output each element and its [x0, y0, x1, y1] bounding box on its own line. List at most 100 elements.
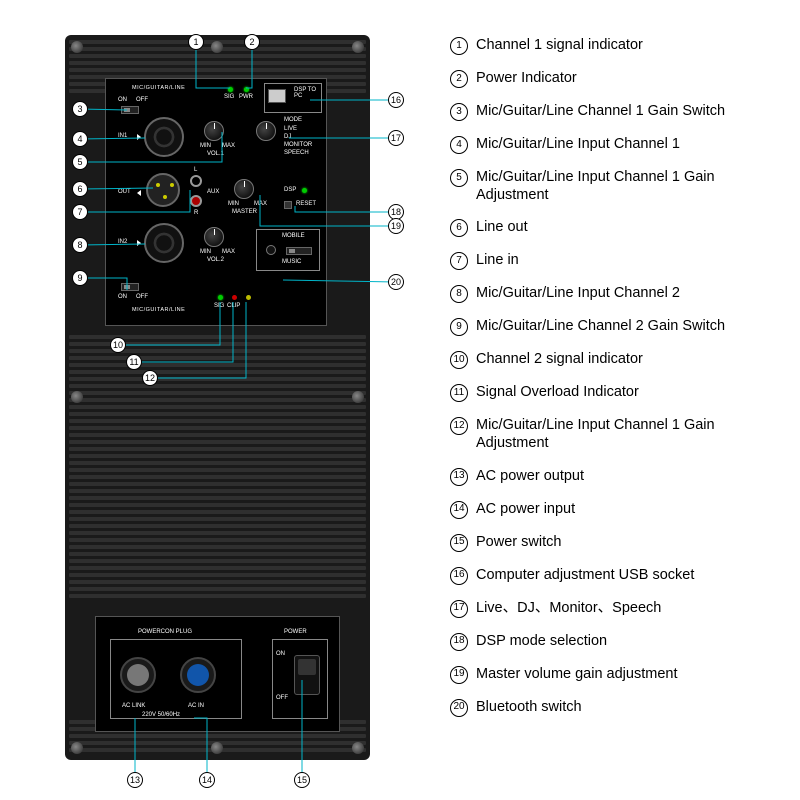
ac-link-socket[interactable]: [120, 657, 156, 693]
legend-item-16: 16Computer adjustment USB socket: [450, 566, 780, 585]
callout-17: 17: [388, 130, 404, 146]
callout-13: 13: [127, 772, 143, 788]
reset-button[interactable]: [284, 201, 292, 209]
label-mgl-top: MIC/GUITAR/LINE: [132, 85, 185, 91]
label-acin: AC IN: [188, 703, 204, 709]
callout-1: 1: [188, 34, 204, 50]
label-in1: IN1: [118, 133, 127, 139]
label-min1: MIN: [200, 143, 211, 149]
legend-item-4: 4Mic/Guitar/Line Input Channel 1: [450, 135, 780, 154]
input-jack-1[interactable]: [144, 117, 184, 157]
label-off2: OFF: [136, 294, 148, 300]
rca-r[interactable]: [190, 195, 202, 207]
callout-12: 12: [142, 370, 158, 386]
bluetooth-switch[interactable]: [286, 247, 312, 255]
label-poff: OFF: [276, 695, 288, 701]
label-mgl-bot: MIC/GUITAR/LINE: [132, 307, 185, 313]
callout-9: 9: [72, 270, 88, 286]
callout-8: 8: [72, 237, 88, 253]
label-dsp-pc: DSP TO PC: [294, 87, 320, 99]
legend-item-12: 12Mic/Guitar/Line Input Channel 1 Gain A…: [450, 416, 780, 452]
label-aclink: AC LINK: [122, 703, 145, 709]
callout-16: 16: [388, 92, 404, 108]
label-live: LIVE: [284, 126, 297, 132]
callout-3: 3: [72, 101, 88, 117]
label-r: R: [194, 210, 198, 216]
heatsink-fins-mid: [69, 335, 366, 605]
legend-item-1: 1Channel 1 signal indicator: [450, 36, 780, 55]
label-max-m: MAX: [254, 201, 267, 207]
label-clip: CLIP: [227, 303, 240, 309]
label-l: L: [194, 167, 197, 173]
rca-l[interactable]: [190, 175, 202, 187]
label-on1: ON: [118, 97, 127, 103]
label-on2: ON: [118, 294, 127, 300]
led-sig1: [228, 87, 233, 92]
label-vol1: VOL.1: [207, 151, 224, 157]
power-switch[interactable]: [294, 655, 320, 695]
label-master: MASTER: [232, 209, 257, 215]
legend-item-11: 11Signal Overload Indicator: [450, 383, 780, 402]
callout-20: 20: [388, 274, 404, 290]
legend-item-10: 10Channel 2 signal indicator: [450, 350, 780, 369]
label-vol2: VOL.2: [207, 257, 224, 263]
gain-switch-2[interactable]: [121, 283, 139, 291]
callout-5: 5: [72, 154, 88, 170]
legend-item-6: 6Line out: [450, 218, 780, 237]
legend-item-2: 2Power Indicator: [450, 69, 780, 88]
legend-item-17: 17Live、DJ、Monitor、Speech: [450, 599, 780, 618]
legend-item-7: 7Line in: [450, 251, 780, 270]
legend-item-18: 18DSP mode selection: [450, 632, 780, 651]
label-speech: SPEECH: [284, 150, 309, 156]
legend-item-15: 15Power switch: [450, 533, 780, 552]
label-power: POWER: [284, 629, 307, 635]
callout-15: 15: [294, 772, 310, 788]
vol1-knob[interactable]: [204, 121, 224, 141]
label-dsp: DSP: [284, 187, 296, 193]
legend-item-14: 14AC power input: [450, 500, 780, 519]
label-mobile: MOBILE: [282, 233, 305, 239]
legend-item-9: 9Mic/Guitar/Line Channel 2 Gain Switch: [450, 317, 780, 336]
label-dj: DJ: [284, 134, 291, 140]
label-min2: MIN: [200, 249, 211, 255]
label-sig: SIG: [224, 94, 234, 100]
input-jack-2[interactable]: [144, 223, 184, 263]
legend-list: 1Channel 1 signal indicator 2Power Indica…: [450, 36, 780, 731]
label-reset: RESET: [296, 201, 316, 207]
led-extra: [246, 295, 251, 300]
legend-item-13: 13AC power output: [450, 467, 780, 486]
power-module: POWERCON PLUG AC LINK AC IN 220V 50/60Hz…: [95, 616, 340, 732]
aux-in-jack[interactable]: [266, 245, 276, 255]
legend-item-8: 8Mic/Guitar/Line Input Channel 2: [450, 284, 780, 303]
vol2-knob[interactable]: [204, 227, 224, 247]
label-in2: IN2: [118, 239, 127, 245]
usb-socket[interactable]: [268, 89, 286, 103]
label-powercon: POWERCON PLUG: [138, 629, 192, 635]
ac-in-socket[interactable]: [180, 657, 216, 693]
in1-arrow-icon: [137, 134, 141, 140]
label-aux: AUX: [207, 189, 219, 195]
callout-11: 11: [126, 354, 142, 370]
legend-item-5: 5Mic/Guitar/Line Input Channel 1 Gain Ad…: [450, 168, 780, 204]
xlr-out[interactable]: [146, 173, 180, 207]
callout-7: 7: [72, 204, 88, 220]
label-max2: MAX: [222, 249, 235, 255]
callout-14: 14: [199, 772, 215, 788]
legend-item-19: 19Master volume gain adjustment: [450, 665, 780, 684]
label-volt: 220V 50/60Hz: [142, 712, 180, 718]
callout-4: 4: [72, 131, 88, 147]
callout-10: 10: [110, 337, 126, 353]
label-pon: ON: [276, 651, 285, 657]
led-clip: [232, 295, 237, 300]
out-arrow-icon: [137, 190, 141, 196]
label-out: OUT: [118, 189, 131, 195]
mode-knob[interactable]: [256, 121, 276, 141]
master-knob[interactable]: [234, 179, 254, 199]
label-music: MUSIC: [282, 259, 301, 265]
label-off1: OFF: [136, 97, 148, 103]
label-sig2: SIG: [214, 303, 224, 309]
label-mode: MODE: [284, 117, 302, 123]
gain-switch-1[interactable]: [121, 106, 139, 114]
led-pwr: [244, 87, 249, 92]
legend-item-3: 3Mic/Guitar/Line Channel 1 Gain Switch: [450, 102, 780, 121]
